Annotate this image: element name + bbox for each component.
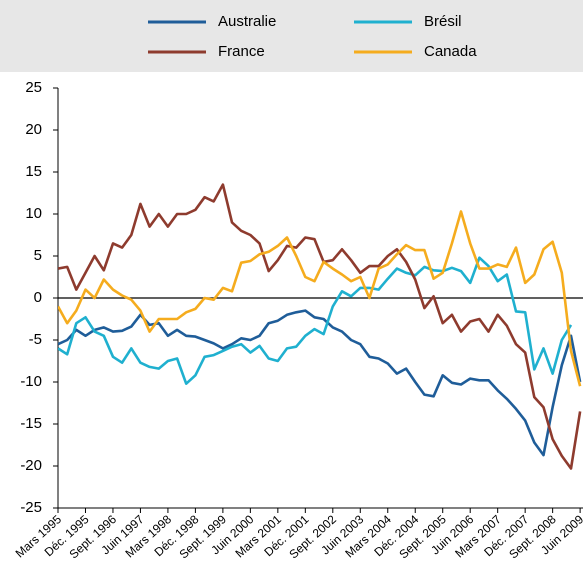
y-tick-label: -20	[20, 457, 42, 474]
legend-label: France	[218, 43, 265, 60]
legend-label: Canada	[424, 43, 477, 60]
legend-panel	[0, 0, 583, 72]
legend-label: Australie	[218, 13, 276, 30]
y-tick-label: 15	[25, 163, 42, 180]
series-line	[58, 183, 582, 470]
y-tick-label: -15	[20, 415, 42, 432]
series-line	[58, 256, 573, 385]
series-line	[58, 210, 582, 387]
y-tick-label: -25	[20, 499, 42, 516]
legend-label: Brésil	[424, 13, 462, 30]
y-tick-label: 25	[25, 79, 42, 96]
y-tick-label: -5	[29, 331, 42, 348]
y-tick-label: 0	[34, 289, 42, 306]
y-tick-label: -10	[20, 373, 42, 390]
y-tick-label: 20	[25, 121, 42, 138]
y-tick-label: 5	[34, 247, 42, 264]
plot-lines	[58, 183, 582, 470]
y-tick-label: 10	[25, 205, 42, 222]
